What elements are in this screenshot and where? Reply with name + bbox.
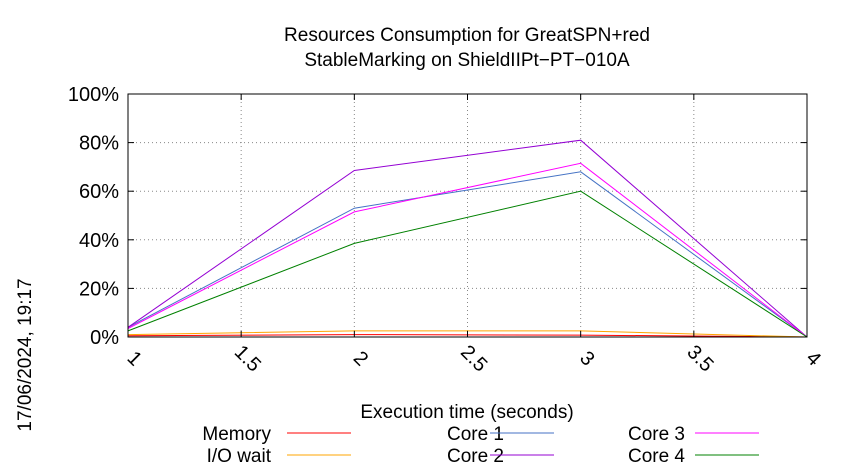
- legend-label-core-4: Core 4: [628, 446, 685, 467]
- chart-title-line-2: StableMarking on ShieldIIPt−PT−010A: [304, 50, 630, 71]
- y-tick-label: 60%: [79, 181, 119, 203]
- legend-label-core-2: Core 2: [447, 446, 504, 467]
- legend-label-i-o-wait: I/O wait: [207, 446, 272, 467]
- y-tick-label: 80%: [79, 133, 119, 155]
- timestamp: 17/06/2024, 19:17: [15, 278, 36, 431]
- x-tick-label: 3: [575, 347, 598, 370]
- x-tick-label: 1.5: [230, 341, 265, 376]
- legend-label-memory: Memory: [202, 424, 271, 445]
- x-tick-label: 3.5: [682, 341, 717, 376]
- legend-label-core-1: Core 1: [447, 424, 504, 445]
- y-tick-label: 100%: [68, 84, 119, 106]
- series-line-core-1: [127, 171, 808, 338]
- x-tick-label: 2: [349, 347, 372, 370]
- series-line-core-3: [127, 162, 808, 338]
- x-tick-label: 4: [802, 347, 825, 370]
- x-tick-label: 2.5: [456, 341, 491, 376]
- x-tick-label: 1: [123, 347, 146, 370]
- series-line-core-2: [127, 139, 808, 338]
- legend-label-core-3: Core 3: [628, 424, 685, 445]
- x-axis-label: Execution time (seconds): [360, 402, 573, 423]
- y-tick-label: 0%: [90, 327, 119, 349]
- axis-ticks: 1 1.5 2 2.5 3 3.5 40%20%40%60%80%100%: [68, 84, 825, 376]
- series-line-core-4: [127, 190, 808, 338]
- grid: [128, 94, 807, 337]
- y-tick-label: 40%: [79, 230, 119, 252]
- chart-title-line-1: Resources Consumption for GreatSPN+red: [284, 25, 650, 46]
- y-tick-label: 20%: [79, 278, 119, 300]
